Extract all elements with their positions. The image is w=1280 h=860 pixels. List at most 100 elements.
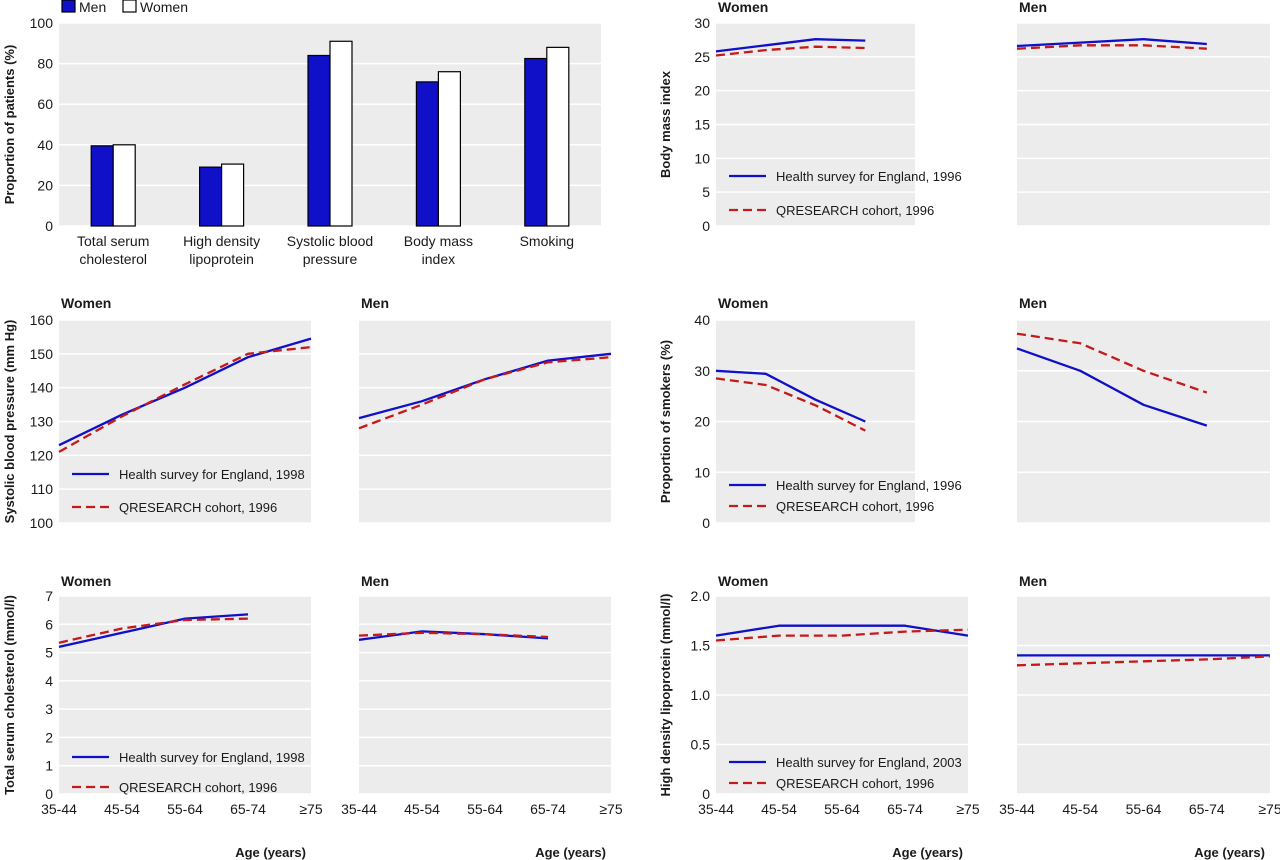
series-line-qresearch (58, 345, 312, 453)
chart-1-panel-men: Men (1016, 0, 1270, 227)
x-tick-label: 35-44 (698, 801, 734, 817)
legend-label: QRESEARCH cohort, 1996 (119, 780, 277, 795)
x-tick-label: ≥75 (299, 801, 322, 817)
bar-women (221, 163, 245, 227)
series-line-health-survey (1016, 347, 1208, 427)
x-tick-label: 65-74 (1189, 801, 1225, 817)
panel-title: Women (61, 573, 111, 589)
legend-label: Health survey for England, 2003 (776, 755, 962, 770)
chart-4-panel-men: Men 35-44 45-54 55-64 65-74 ≥75 Age (years) (341, 573, 623, 860)
series-line-health-survey (58, 337, 312, 447)
bar-women (437, 71, 461, 227)
series-line-qresearch (1016, 332, 1208, 394)
y-tick-label: 120 (30, 447, 54, 463)
series-line-qresearch (358, 356, 612, 430)
bar-men (90, 145, 114, 227)
y-tick-label: 10 (694, 150, 710, 166)
y-tick-label: 7 (45, 588, 53, 604)
chart-5-panel-men: Men 35-44 45-54 55-64 65-74 ≥75 Age (years) (999, 573, 1280, 860)
panel-title: Women (718, 0, 768, 15)
bar-y-tick-label: 100 (30, 15, 54, 31)
chart-2-panel-women: Women 100 110 120 130 140 150 160 Health survey … (30, 295, 312, 531)
chart-4-panel-women: Women 0 1 2 3 4 5 6 7 35-44 45-54 55-64 65-74 ≥75 Age … (41, 573, 323, 860)
y-tick-label: 30 (694, 15, 710, 31)
y-tick-label: 4 (45, 673, 53, 689)
series-line-qresearch (715, 377, 866, 432)
chart-5-y-axis-label: High density lipoprotein (mmol/l) (658, 594, 673, 797)
bar-y-tick-label: 20 (37, 177, 53, 193)
y-tick-label: 0 (702, 786, 710, 802)
y-tick-label: 2.0 (691, 588, 711, 604)
panel-title: Women (61, 295, 111, 311)
panel-title: Women (718, 573, 768, 589)
y-tick-label: 25 (694, 49, 710, 65)
y-tick-label: 1.5 (691, 638, 711, 654)
series-line-qresearch (715, 45, 866, 57)
x-axis-label: Age (years) (235, 845, 306, 860)
bar-y-axis-label: Proportion of patients (%) (2, 45, 17, 205)
series-line-health-survey (58, 613, 249, 649)
y-tick-label: 140 (30, 380, 54, 396)
x-tick-label: 65-74 (887, 801, 923, 817)
bar-men (524, 57, 548, 227)
plot-area (359, 596, 611, 794)
y-tick-label: 5 (702, 184, 710, 200)
series-line-qresearch (1016, 655, 1271, 667)
y-tick-label: 2 (45, 729, 53, 745)
bar-category-label: lipoprotein (189, 251, 254, 267)
x-tick-label: 55-64 (167, 801, 203, 817)
series-line-health-survey (715, 369, 866, 423)
x-tick-label: 35-44 (341, 801, 377, 817)
y-tick-label: 100 (30, 515, 54, 531)
legend-label-men: Men (79, 0, 106, 15)
series-line-health-survey (358, 352, 612, 420)
y-tick-label: 0 (45, 786, 53, 802)
legend-label: Health survey for England, 1996 (776, 478, 962, 493)
y-tick-label: 3 (45, 701, 53, 717)
bar-category-label: Systolic blood (287, 233, 373, 249)
chart-5-panel-women: Women 0 0.5 1.0 1.5 2.0 35-44 45-54 55-64 65-74 ≥7… (691, 573, 980, 860)
chart-1-y-axis-label: Body mass index (658, 70, 673, 178)
x-tick-label: 65-74 (530, 801, 566, 817)
legend-label: Health survey for England, 1998 (119, 750, 305, 765)
series-line-qresearch (358, 631, 549, 639)
legend-label: Health survey for England, 1998 (119, 467, 305, 482)
y-tick-label: 0.5 (691, 737, 711, 753)
bar-women (546, 46, 570, 227)
bar-y-tick-label: 60 (37, 96, 53, 112)
x-tick-label: 45-54 (404, 801, 440, 817)
chart-3-panel-men: Men (1016, 295, 1270, 524)
bar-category-label: Body mass (404, 233, 473, 249)
y-tick-label: 20 (694, 414, 710, 430)
x-tick-label: 55-64 (467, 801, 503, 817)
y-tick-label: 160 (30, 312, 54, 328)
y-tick-label: 0 (702, 515, 710, 531)
bar-women (112, 144, 136, 227)
y-tick-label: 150 (30, 346, 54, 362)
legend-label: Health survey for England, 1996 (776, 169, 962, 184)
panel-title: Women (718, 295, 768, 311)
y-tick-label: 10 (694, 464, 710, 480)
bar-category-label: pressure (303, 251, 358, 267)
series-legend: Health survey for England, 1998 QRESEARCH… (72, 750, 305, 795)
y-tick-label: 40 (694, 312, 710, 328)
x-tick-label: ≥75 (1258, 801, 1280, 817)
bar-category-label: cholesterol (79, 251, 147, 267)
x-tick-label: 35-44 (41, 801, 77, 817)
y-tick-label: 110 (31, 481, 54, 497)
y-tick-label: 0 (702, 218, 710, 234)
x-axis-label: Age (years) (892, 845, 963, 860)
y-tick-label: 130 (30, 414, 54, 430)
x-tick-label: 45-54 (761, 801, 797, 817)
bar-men (415, 81, 439, 227)
legend-label-women: Women (140, 0, 188, 15)
series-line-qresearch (58, 617, 249, 644)
x-tick-label: 45-54 (104, 801, 140, 817)
series-line-health-survey (715, 38, 866, 53)
x-axis-label: Age (years) (1194, 845, 1265, 860)
series-line-health-survey (1016, 38, 1207, 48)
bar-category-label: Smoking (520, 233, 574, 249)
chart-2-y-axis-label: Systolic blood pressure (mm Hg) (2, 320, 17, 524)
x-tick-label: 45-54 (1062, 801, 1098, 817)
